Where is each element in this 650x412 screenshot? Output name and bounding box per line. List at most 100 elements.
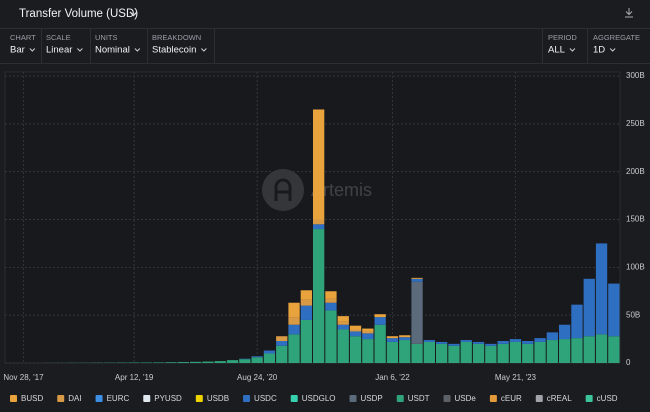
legend-label[interactable]: USDB <box>207 394 229 403</box>
bar-segment <box>153 362 165 363</box>
legend-label[interactable]: EURC <box>107 394 130 403</box>
legend-label[interactable]: USDe <box>455 394 477 403</box>
y-tick-label: 300B <box>626 71 645 80</box>
bar-segment <box>313 109 325 220</box>
bar-segment <box>362 331 374 334</box>
bar-segment <box>534 338 546 342</box>
bar-segment <box>583 336 595 363</box>
control-value[interactable]: Linear <box>46 45 72 56</box>
bar-segment <box>374 324 386 363</box>
bar-segment <box>559 324 571 340</box>
bar-segment <box>472 341 485 344</box>
download-icon[interactable] <box>625 8 633 18</box>
legend-label[interactable]: USDT <box>408 394 430 403</box>
bar-segment <box>362 333 374 340</box>
legend-label[interactable]: cUSD <box>597 394 618 403</box>
legend-swatch[interactable] <box>396 395 404 402</box>
bar-segment <box>534 341 546 363</box>
legend-swatch[interactable] <box>143 395 151 402</box>
legend-swatch[interactable] <box>95 395 103 402</box>
control-label: PERIOD <box>548 33 577 42</box>
bar-segment <box>276 345 288 363</box>
legend-swatch[interactable] <box>243 395 251 402</box>
legend-swatch[interactable] <box>10 395 17 402</box>
bar-segment <box>349 336 362 363</box>
bar-segment <box>485 343 497 346</box>
bar-segment <box>226 360 239 363</box>
legend-swatch[interactable] <box>443 395 451 402</box>
bar-segment <box>251 356 263 358</box>
bar-segment <box>608 336 620 363</box>
legend-label[interactable]: BUSD <box>21 394 43 403</box>
control-value[interactable]: Nominal <box>95 45 130 56</box>
control-value[interactable]: Stablecoin <box>152 45 196 56</box>
bar-segment <box>497 340 509 344</box>
x-tick-label: Apr 12, '19 <box>115 373 154 382</box>
control-label: BREAKDOWN <box>152 33 201 42</box>
bar-segment <box>411 281 423 344</box>
y-tick-label: 50B <box>626 310 640 319</box>
control-value[interactable]: ALL <box>548 45 565 56</box>
bar-segment <box>313 229 325 363</box>
legend-label[interactable]: cREAL <box>547 394 572 403</box>
x-tick-label: Nov 28, '17 <box>3 373 44 382</box>
bar-segment <box>411 277 423 279</box>
legend-swatch[interactable] <box>349 395 357 402</box>
y-tick-label: 250B <box>626 119 645 128</box>
control-value[interactable]: 1D <box>593 45 605 56</box>
control-chevron[interactable] <box>77 48 83 52</box>
control-chevron[interactable] <box>569 48 576 52</box>
bar-segment <box>300 290 312 300</box>
bar-segment <box>313 224 325 230</box>
control-label: UNITS <box>95 33 118 42</box>
legend-label[interactable]: USDP <box>361 394 383 403</box>
bar-segment <box>595 334 608 363</box>
control-value[interactable]: Bar <box>10 45 25 56</box>
title-chevron[interactable] <box>129 11 138 17</box>
legend-swatch[interactable] <box>57 395 65 402</box>
bar-segment <box>349 325 362 330</box>
legend-label[interactable]: USDC <box>254 394 277 403</box>
control-chevron[interactable] <box>609 48 616 52</box>
bar-segment <box>546 332 558 341</box>
bar-segment <box>436 341 448 344</box>
controls: CHART Bar SCALE Linear UNITS Nominal BREAKDOWN… <box>10 29 640 63</box>
bar-segment <box>337 316 349 322</box>
watermark: Artemis <box>262 169 372 211</box>
bar-segment <box>362 328 374 332</box>
bar-segment <box>522 343 534 363</box>
legend-label[interactable]: USDGLO <box>302 394 336 403</box>
bar-segment <box>337 329 349 363</box>
bar-segment <box>436 343 448 363</box>
bar-segment <box>300 319 312 363</box>
legend-label[interactable]: PYUSD <box>154 394 182 403</box>
bar-segment <box>423 341 435 363</box>
bar-segment <box>399 335 411 338</box>
legend-label[interactable]: cEUR <box>501 394 522 403</box>
y-tick-label: 200B <box>626 167 645 176</box>
legend-swatch[interactable] <box>535 395 543 402</box>
bar-segment <box>362 339 374 363</box>
bar-segment <box>202 361 214 363</box>
legend-swatch[interactable] <box>290 395 298 402</box>
legend-label[interactable]: DAI <box>68 394 81 403</box>
chart-title[interactable]: Transfer Volume (USD) <box>19 8 138 20</box>
y-tick-label: 100B <box>626 262 645 271</box>
control-chevron[interactable] <box>29 48 36 52</box>
y-tick-label: 150B <box>626 215 645 224</box>
bar-segment <box>448 345 460 363</box>
plot-area <box>4 71 621 364</box>
bar-segment <box>325 291 337 299</box>
control-chevron[interactable] <box>134 48 141 52</box>
bar-segment <box>325 310 337 363</box>
bar-segment <box>313 219 325 225</box>
control-chevron[interactable] <box>201 48 207 52</box>
legend-swatch[interactable] <box>489 395 497 402</box>
bar-segment <box>190 361 202 363</box>
legend-swatch[interactable] <box>585 395 593 402</box>
bar-segment <box>595 243 608 335</box>
legend-swatch[interactable] <box>195 395 203 402</box>
watermark-logo <box>262 169 304 211</box>
bar-segment <box>509 339 522 342</box>
bar-segment <box>276 340 288 346</box>
